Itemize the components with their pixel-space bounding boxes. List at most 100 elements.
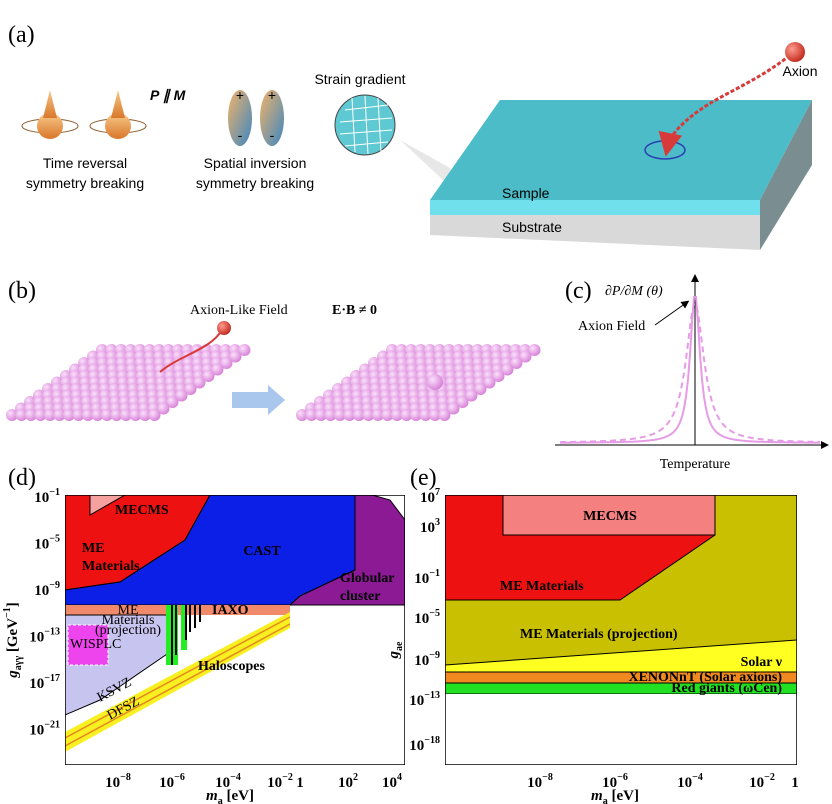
atom bbox=[391, 409, 403, 421]
tick-label: 10−5 bbox=[34, 534, 60, 553]
atom bbox=[91, 409, 104, 421]
region-label: ME Materials bbox=[500, 579, 584, 594]
annotation: Axion Field bbox=[578, 319, 645, 334]
tick-base: 10 bbox=[105, 775, 120, 791]
axion bbox=[217, 321, 231, 335]
atom bbox=[343, 409, 356, 421]
x-axis-label-part: a bbox=[218, 796, 223, 804]
tick-label: 10−2 bbox=[749, 772, 775, 791]
tick-label: 1 bbox=[791, 775, 799, 791]
atom bbox=[34, 409, 47, 421]
tick-exp: −2 bbox=[282, 772, 293, 783]
atom bbox=[334, 409, 346, 421]
tick-base: 10 bbox=[159, 775, 174, 791]
y-axis-label-part: ] bbox=[5, 602, 21, 607]
tick-label: 10−9 bbox=[414, 650, 440, 669]
region-label: MECMS bbox=[115, 503, 169, 518]
atom bbox=[427, 374, 443, 390]
atom bbox=[157, 402, 170, 415]
atom bbox=[381, 409, 394, 421]
tick-exp: −8 bbox=[542, 772, 553, 783]
panel-e-regions bbox=[445, 495, 797, 765]
caption: symmetry breaking bbox=[26, 175, 144, 191]
tick-base: 10 bbox=[338, 775, 353, 791]
tick-exp: −9 bbox=[429, 650, 440, 661]
panel-d-regions bbox=[65, 495, 405, 765]
tick-label: 10−17 bbox=[29, 673, 60, 692]
atom bbox=[229, 350, 242, 363]
tick-exp: −6 bbox=[174, 772, 185, 783]
tick-label: 107 bbox=[420, 487, 440, 506]
tick-exp: 7 bbox=[435, 487, 440, 498]
region-label: Materials bbox=[102, 613, 155, 628]
atom bbox=[465, 389, 478, 402]
tick-base: 10 bbox=[414, 571, 429, 587]
atom bbox=[166, 396, 179, 408]
atom bbox=[53, 409, 66, 421]
x-axis-label: ma [eV] bbox=[591, 788, 639, 804]
atom bbox=[410, 409, 422, 421]
region-label: Materials bbox=[82, 559, 140, 574]
atom bbox=[63, 409, 75, 421]
tick-base: 10 bbox=[409, 693, 424, 709]
tick-base: 10 bbox=[267, 775, 282, 791]
tick-exp: −17 bbox=[44, 673, 60, 684]
atom bbox=[400, 409, 413, 421]
panel-label: (e) bbox=[410, 465, 437, 491]
tick-exp: −4 bbox=[692, 772, 703, 783]
y-axis-label-part: ae bbox=[394, 641, 405, 651]
region-label: Haloscopes bbox=[198, 659, 265, 674]
caption: Substrate bbox=[502, 219, 562, 235]
atom bbox=[372, 409, 384, 421]
atom bbox=[510, 357, 523, 369]
charge: + bbox=[268, 87, 276, 103]
atom bbox=[82, 409, 94, 421]
atom bbox=[110, 409, 123, 421]
atom bbox=[120, 409, 132, 421]
atom bbox=[44, 409, 56, 421]
region-label: Solar ν bbox=[741, 655, 783, 670]
tick-label: 103 bbox=[420, 517, 440, 536]
caption: Time reversal bbox=[43, 155, 127, 171]
x-axis-label-part: m bbox=[591, 788, 603, 804]
charge: - bbox=[238, 127, 243, 143]
tick-base: 10 bbox=[29, 676, 44, 692]
region-label: CAST bbox=[243, 544, 281, 559]
atom bbox=[211, 363, 224, 376]
arrow bbox=[232, 385, 285, 415]
atom bbox=[528, 344, 541, 356]
atom bbox=[447, 402, 460, 415]
atom bbox=[438, 409, 451, 421]
axion-trail bbox=[159, 329, 223, 373]
atom bbox=[101, 409, 113, 421]
atom bbox=[139, 409, 151, 421]
atom bbox=[324, 409, 337, 421]
tick-base: 10 bbox=[29, 723, 44, 739]
tick-label: 10−6 bbox=[602, 772, 628, 791]
atom bbox=[15, 409, 28, 421]
caption: Sample bbox=[502, 185, 550, 201]
tick-base: 10 bbox=[420, 490, 435, 506]
tick-label: 10−4 bbox=[215, 772, 241, 791]
atom bbox=[429, 409, 441, 421]
tick-exp: −13 bbox=[424, 690, 440, 701]
tick-label: 10−8 bbox=[105, 772, 131, 791]
y-axis-label: gae bbox=[386, 641, 405, 660]
panel-a-art bbox=[21, 42, 812, 250]
atom bbox=[305, 409, 318, 421]
atom bbox=[184, 383, 197, 395]
tick-base: 10 bbox=[382, 775, 397, 791]
tick-base: 10 bbox=[215, 775, 230, 791]
tick-base: 10 bbox=[749, 775, 764, 791]
y-axis-label-part: [GeV bbox=[5, 618, 21, 656]
atom bbox=[501, 363, 514, 376]
equation: E·B ≠ 0 bbox=[332, 303, 377, 318]
tick-exp: −1 bbox=[429, 568, 440, 579]
region-label: (projection) bbox=[95, 623, 161, 638]
atom bbox=[296, 409, 308, 421]
x-axis-label: ma [eV] bbox=[206, 788, 254, 804]
tick-base: 10 bbox=[409, 738, 424, 754]
region-label: ME bbox=[82, 541, 105, 556]
panel-b-art bbox=[6, 321, 541, 421]
tick-exp: −8 bbox=[120, 772, 131, 783]
